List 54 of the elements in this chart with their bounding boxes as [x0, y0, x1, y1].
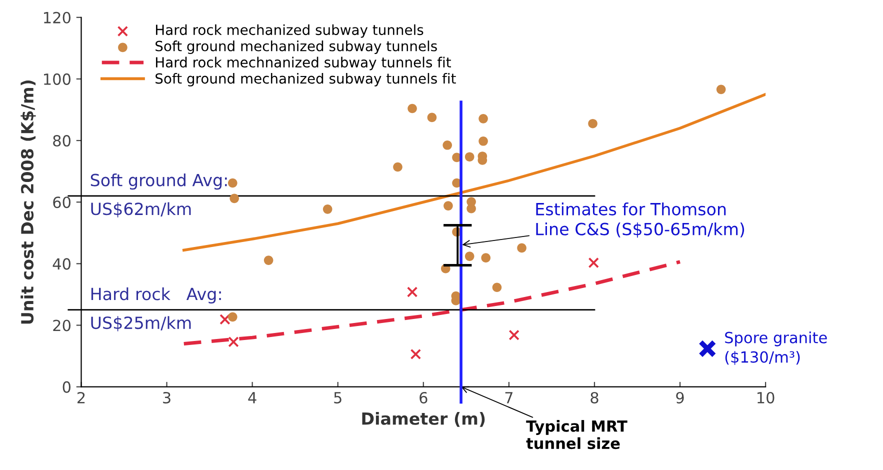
x-tick-label: 8 [590, 392, 598, 404]
y-tick-label: 100 [44, 73, 70, 85]
point [478, 114, 488, 124]
point [406, 286, 418, 298]
point [322, 204, 332, 214]
y-tick-label: 120 [44, 12, 70, 24]
point [464, 152, 474, 162]
y-tick-label: 80 [53, 134, 70, 147]
point [508, 330, 520, 340]
point [478, 136, 488, 146]
point [220, 314, 230, 325]
y-tick-label: 20 [53, 320, 70, 332]
x-tick-label: 3 [163, 392, 170, 404]
x-tick-label: 2 [77, 392, 85, 404]
x-tick-label: 5 [334, 392, 342, 404]
point [230, 194, 240, 204]
y-tick-label: 40 [52, 258, 70, 270]
x-axis-title: Diameter (m) [362, 412, 485, 427]
x-tick-label: 9 [676, 392, 684, 404]
legend-label: Hard rock mechanized subway tunnels [156, 24, 424, 38]
ref-line-label: Soft ground Avg: US$62m/km [90, 173, 227, 218]
point [517, 243, 526, 253]
x-tick-label: 7 [505, 392, 512, 404]
annotation: Estimates for Thomson Line C&S (S$50-65m/km) [536, 202, 744, 238]
point [410, 348, 422, 360]
point [408, 104, 417, 114]
point [588, 257, 599, 268]
point [228, 178, 238, 188]
point [464, 252, 474, 261]
point [588, 118, 598, 128]
point [427, 112, 437, 122]
y-tick-label: 0 [62, 381, 70, 393]
point [228, 312, 238, 322]
legend-label: Hard rock mechnanized subway tunnels fit [156, 56, 451, 70]
point [466, 204, 476, 214]
point [716, 84, 726, 94]
y-axis-title: Unit cost Dec 2008 (K$/m) [20, 80, 36, 324]
point [393, 162, 402, 172]
point [264, 256, 274, 265]
ref-line-label: Hard rock Avg: US$25m/km [91, 287, 221, 332]
series-label: Spore granite ($130/m³) [725, 332, 827, 365]
point [442, 140, 452, 150]
point [444, 201, 453, 210]
ref-line-label: Typical MRT tunnel size [526, 420, 628, 450]
point [228, 336, 239, 348]
y-tick-label: 60 [53, 196, 70, 208]
point [698, 340, 716, 358]
x-tick-label: 6 [420, 392, 428, 404]
x-tick-label: 4 [248, 392, 256, 404]
legend-label: Soft ground mechanized subway tunnels fit [156, 72, 456, 86]
point [481, 253, 490, 262]
x-tick-label: 10 [758, 392, 774, 404]
point [492, 282, 502, 292]
legend-label: Soft ground mechanized subway tunnels [156, 40, 437, 54]
